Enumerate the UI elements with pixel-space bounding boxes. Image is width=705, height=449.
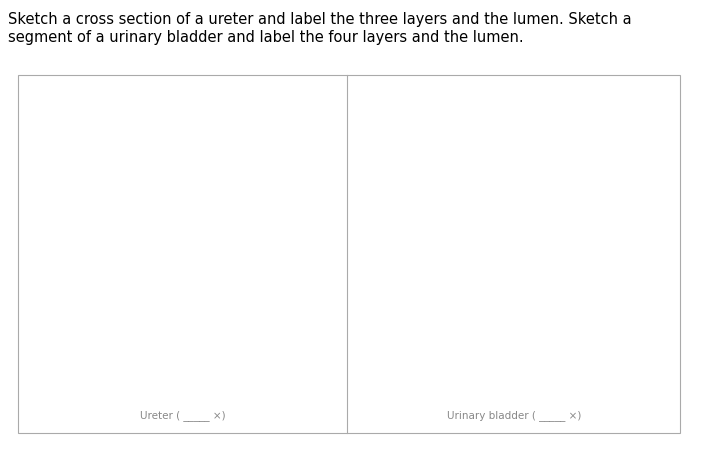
Bar (18, 75, 680, 433)
Text: segment of a urinary bladder and label the four layers and the lumen.: segment of a urinary bladder and label t… (8, 30, 524, 45)
Text: Sketch a cross section of a ureter and label the three layers and the lumen. Ske: Sketch a cross section of a ureter and l… (8, 12, 632, 27)
Text: Ureter ( _____ ×): Ureter ( _____ ×) (140, 410, 226, 422)
Text: Urinary bladder ( _____ ×): Urinary bladder ( _____ ×) (447, 410, 581, 422)
